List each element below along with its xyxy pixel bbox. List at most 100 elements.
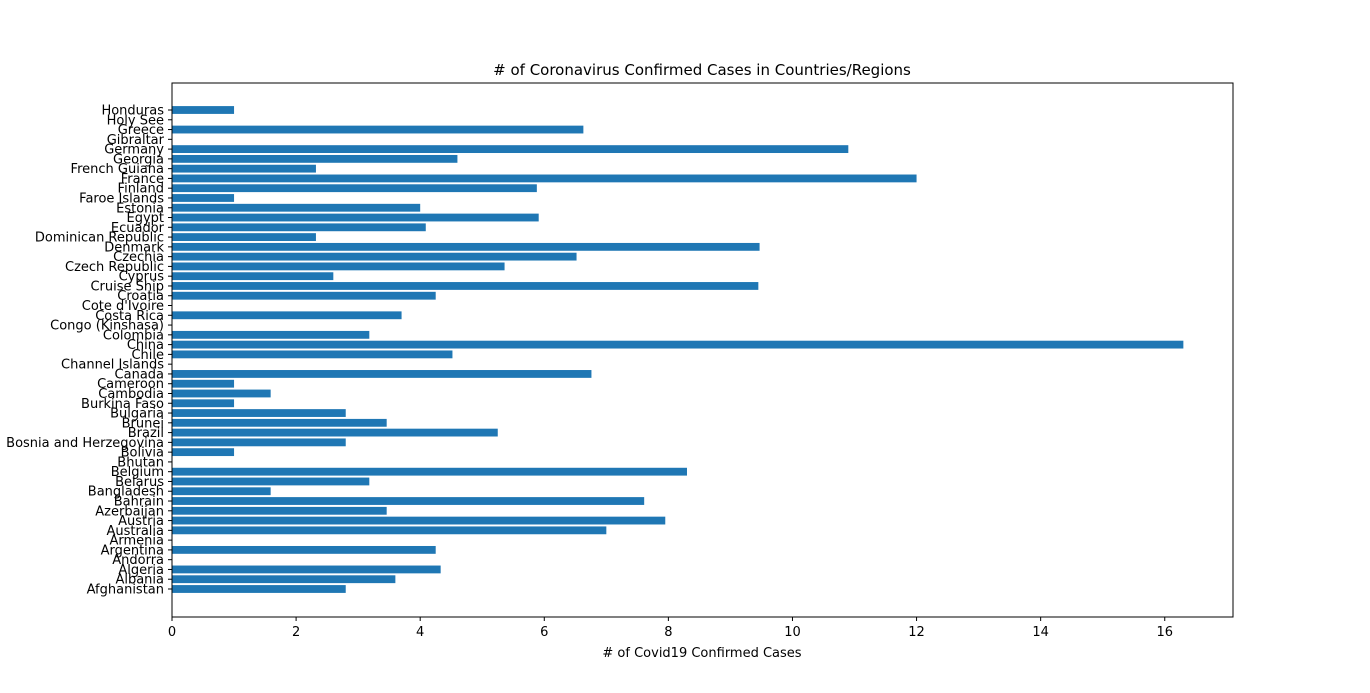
bars-group — [172, 106, 1184, 593]
y-tick-label: Albania — [115, 573, 164, 588]
y-tick-label: Austria — [118, 514, 164, 529]
x-tick-label: 14 — [1032, 625, 1049, 640]
bar — [172, 272, 334, 281]
bar — [172, 223, 426, 232]
bar — [172, 565, 441, 574]
x-tick-label: 4 — [416, 625, 424, 640]
y-tick-label: Afghanistan — [87, 583, 164, 598]
bar — [172, 194, 235, 202]
x-tick-label: 0 — [168, 625, 176, 640]
bar — [172, 585, 346, 593]
y-tick-label: Dominican Republic — [35, 231, 164, 246]
x-tick-label: 16 — [1156, 625, 1173, 640]
y-tick-label: Chile — [131, 348, 164, 363]
y-tick-label: Denmark — [104, 240, 164, 255]
y-tick-label: Czechia — [113, 250, 164, 265]
bar — [172, 350, 453, 359]
bar — [172, 311, 402, 320]
bar — [172, 545, 436, 554]
bar — [172, 252, 577, 261]
y-tick-label: Bhutan — [117, 455, 164, 470]
bar — [172, 106, 235, 114]
y-tick-label: Andorra — [112, 553, 164, 568]
y-tick-label: Belgium — [111, 465, 164, 480]
bar — [172, 448, 235, 457]
x-axis-label: # of Covid19 Confirmed Cases — [602, 646, 801, 661]
bar — [172, 174, 917, 183]
bar — [172, 262, 505, 271]
y-tick-label: Greece — [118, 123, 164, 138]
bar — [172, 145, 849, 154]
bar — [172, 291, 436, 300]
bar — [172, 497, 645, 505]
bar — [172, 399, 235, 408]
bar — [172, 282, 759, 290]
y-tick-label: Croatia — [117, 289, 164, 304]
y-tick-label: China — [127, 338, 164, 353]
x-tick-label: 2 — [292, 625, 300, 640]
y-tick-label: Brazil — [128, 426, 164, 441]
y-tick-label: Bahrain — [114, 495, 164, 510]
y-tick-label: Burkina Faso — [81, 397, 164, 412]
plot-frame — [171, 82, 1234, 618]
bar — [172, 389, 271, 398]
y-tick-label: Bosnia and Herzegovina — [6, 436, 164, 451]
bar — [172, 242, 760, 251]
y-tick-label: Channel Islands — [61, 358, 164, 373]
y-tick-label: Gibraltar — [107, 133, 165, 148]
y-tick-label: Cambodia — [98, 387, 164, 402]
bar — [172, 438, 346, 447]
bar — [172, 330, 370, 339]
y-tick-label: Czech Republic — [65, 260, 164, 275]
bar — [172, 203, 421, 212]
y-tick-label: Canada — [115, 367, 164, 382]
bar — [172, 233, 316, 241]
y-tick-label: Faroe Islands — [79, 191, 164, 206]
bar — [172, 379, 235, 388]
y-tick-label: Brunei — [122, 416, 164, 431]
bar — [172, 340, 1184, 349]
y-tick-label: Cyprus — [119, 270, 165, 285]
y-tick-label: Australia — [106, 524, 164, 539]
bar — [172, 575, 396, 584]
y-tick-label: Honduras — [101, 104, 164, 119]
x-tick-label: 8 — [664, 625, 672, 640]
y-tick-label: Germany — [104, 143, 164, 158]
y-tick-label: Bolivia — [121, 446, 164, 461]
bar — [172, 428, 498, 437]
x-tick-label: 6 — [540, 625, 548, 640]
bar — [172, 487, 271, 496]
bar — [172, 477, 370, 486]
y-tick-label: Ecuador — [111, 221, 165, 236]
y-axis: AfghanistanAlbaniaAlgeriaAndorraArgentin… — [6, 104, 172, 598]
y-tick-label: Armenia — [110, 534, 165, 549]
bar — [172, 418, 387, 427]
y-tick-label: France — [121, 172, 164, 187]
y-tick-label: Estonia — [116, 201, 164, 216]
y-tick-label: Finland — [118, 182, 164, 197]
y-tick-label: Cruise Ship — [90, 279, 164, 294]
y-tick-label: Cameroon — [97, 377, 164, 392]
y-tick-label: Cote d'Ivoire — [82, 299, 164, 314]
y-tick-label: Egypt — [126, 211, 164, 226]
x-axis: 0 2 4 6 8 10 12 14 16 — [168, 617, 1173, 640]
bar — [172, 125, 584, 134]
y-tick-label: Holy See — [107, 113, 164, 128]
y-tick-label: Colombia — [103, 328, 164, 343]
y-tick-label: Congo (Kinshasa) — [50, 319, 164, 334]
y-tick-label: French Guiana — [71, 162, 164, 177]
bar — [172, 506, 387, 515]
y-tick-label: Bulgaria — [110, 407, 164, 422]
x-tick-label: 12 — [908, 625, 925, 640]
bar — [172, 370, 592, 378]
y-tick-label: Costa Rica — [95, 309, 164, 324]
x-tick-label: 10 — [784, 625, 801, 640]
y-tick-label: Argentina — [101, 543, 164, 558]
y-tick-label: Azerbaijan — [95, 504, 164, 519]
y-tick-label: Algeria — [118, 563, 164, 578]
y-tick-label: Georgia — [113, 152, 164, 167]
bar — [172, 184, 537, 193]
y-tick-label: Belarus — [115, 475, 164, 490]
bar — [172, 213, 539, 222]
